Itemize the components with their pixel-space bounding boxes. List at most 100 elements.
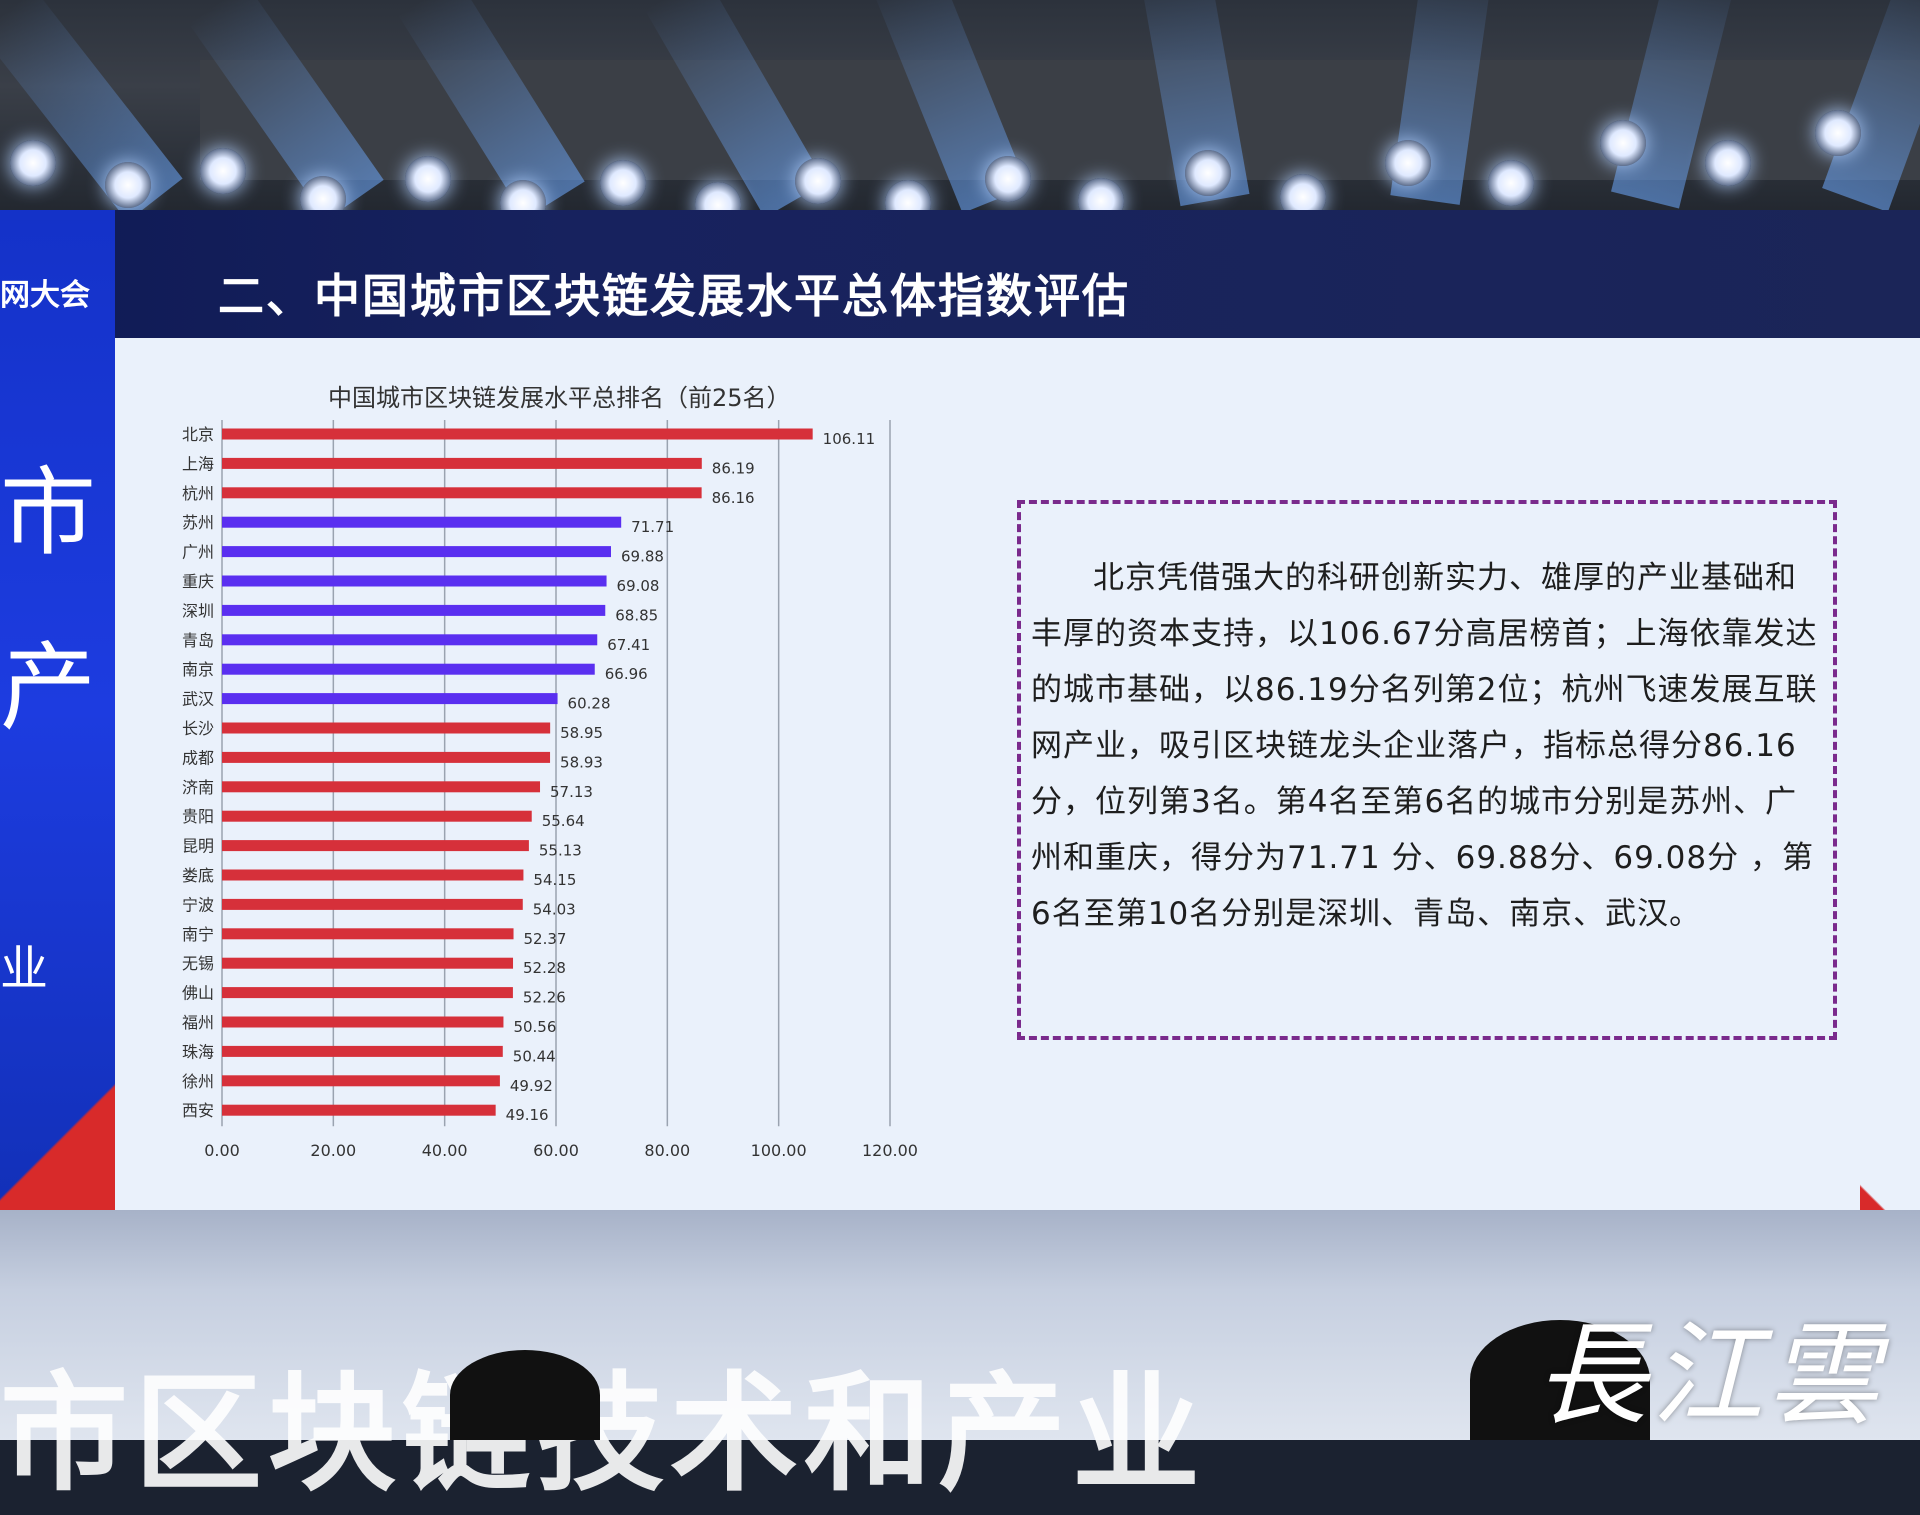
stage-light [985,156,1031,202]
slide-title: 二、中国城市区块链发展水平总体指数评估 [218,269,1130,323]
category-label: 佛山 [182,984,214,1003]
bar [222,957,514,969]
stage-light [10,140,56,186]
category-label: 西安 [182,1101,214,1120]
bar [222,1016,504,1028]
bar [222,428,813,440]
stage-light [1385,140,1431,186]
bar [222,634,598,646]
value-label: 55.13 [539,842,582,860]
stage-light [1600,120,1646,166]
category-label: 上海 [182,454,214,473]
left-panel-char: 产 [0,632,96,744]
stage-light [1185,150,1231,196]
bar [222,810,532,822]
category-label: 南京 [182,660,214,679]
x-tick-label: 0.00 [204,1141,240,1160]
value-label: 69.88 [621,548,664,566]
stage-light [795,158,841,204]
bar [222,840,529,852]
category-label: 广州 [182,543,214,562]
category-label: 苏州 [182,513,214,532]
value-label: 54.03 [533,900,576,918]
stage-light [1705,140,1751,186]
summary-paragraph: 北京凭借强大的科研创新实力、雄厚的产业基础和丰厚的资本支持，以106.67分高居… [1031,560,1818,932]
bar [222,1045,503,1057]
stage-light [405,156,451,202]
stage-light [105,162,151,208]
category-label: 成都 [182,748,214,767]
category-label: 无锡 [182,954,214,973]
bar [222,928,514,940]
bar [222,1104,496,1116]
bar [222,869,524,881]
value-label: 67.41 [607,636,650,654]
left-red-decor [0,1000,115,1210]
bar [222,898,523,910]
value-label: 58.95 [560,724,603,742]
value-label: 57.13 [550,783,593,801]
bar [222,987,513,999]
value-label: 86.19 [712,459,755,477]
left-panel-caption: 网大会 [0,278,90,313]
value-label: 55.64 [542,812,585,830]
bar [222,487,702,499]
watermark-logo: 長江雲 [1535,1311,1883,1441]
value-label: 50.56 [513,1018,556,1036]
category-label: 武汉 [182,690,214,709]
category-label: 贵阳 [182,807,214,826]
floor-banner: 市区块链技术和产业 [0,1360,1207,1509]
value-label: 52.37 [524,930,567,948]
x-tick-label: 100.00 [751,1141,807,1160]
bar [222,751,551,763]
bar [222,663,595,675]
stage-light [200,148,246,194]
bar [222,575,607,587]
value-label: 106.11 [823,430,876,448]
bar [222,781,541,793]
value-label: 54.15 [533,871,576,889]
x-tick-label: 80.00 [644,1141,690,1160]
category-label: 南宁 [182,925,214,944]
audience-head [450,1350,600,1440]
category-label: 珠海 [182,1042,214,1061]
bar-chart: 0.00 20.00 40.00 60.00 80.00 100.00 120.00 北京 10… [182,420,918,1160]
left-panel-char: 业 [0,941,49,997]
value-label: 86.16 [712,489,755,507]
bar [222,693,558,705]
value-label: 60.28 [568,695,611,713]
category-label: 重庆 [182,572,214,591]
category-label: 深圳 [182,601,214,620]
left-panel-char: 市 [0,457,96,569]
category-label: 济南 [182,778,214,797]
value-label: 68.85 [615,606,658,624]
bar [222,546,611,558]
x-tick-label: 20.00 [310,1141,356,1160]
category-label: 杭州 [182,484,214,503]
value-label: 71.71 [631,518,674,536]
slide-header [0,210,1920,338]
bar [222,516,622,528]
value-label: 49.92 [510,1077,553,1095]
category-label: 宁波 [182,895,214,914]
category-label: 北京 [182,425,214,444]
left-decor-panel: 网大会 市 产 业 [0,210,115,1210]
category-label: 昆明 [182,837,214,856]
value-label: 50.44 [513,1047,556,1065]
bar [222,604,606,616]
stage-light [1815,110,1861,156]
x-tick-label: 40.00 [422,1141,468,1160]
value-label: 52.28 [523,959,566,977]
x-tick-label: 120.00 [862,1141,918,1160]
category-label: 长沙 [182,719,214,738]
stage-light [600,160,646,206]
value-label: 49.16 [506,1106,549,1124]
category-label: 娄底 [182,866,214,885]
bar [222,1075,500,1087]
x-tick-label: 60.00 [533,1141,579,1160]
stage-light [1488,160,1534,206]
category-label: 福州 [182,1013,214,1032]
category-label: 青岛 [182,631,214,650]
category-label: 徐州 [182,1072,214,1091]
summary-text-box: 北京凭借强大的科研创新实力、雄厚的产业基础和丰厚的资本支持，以106.67分高居… [1017,500,1837,1040]
